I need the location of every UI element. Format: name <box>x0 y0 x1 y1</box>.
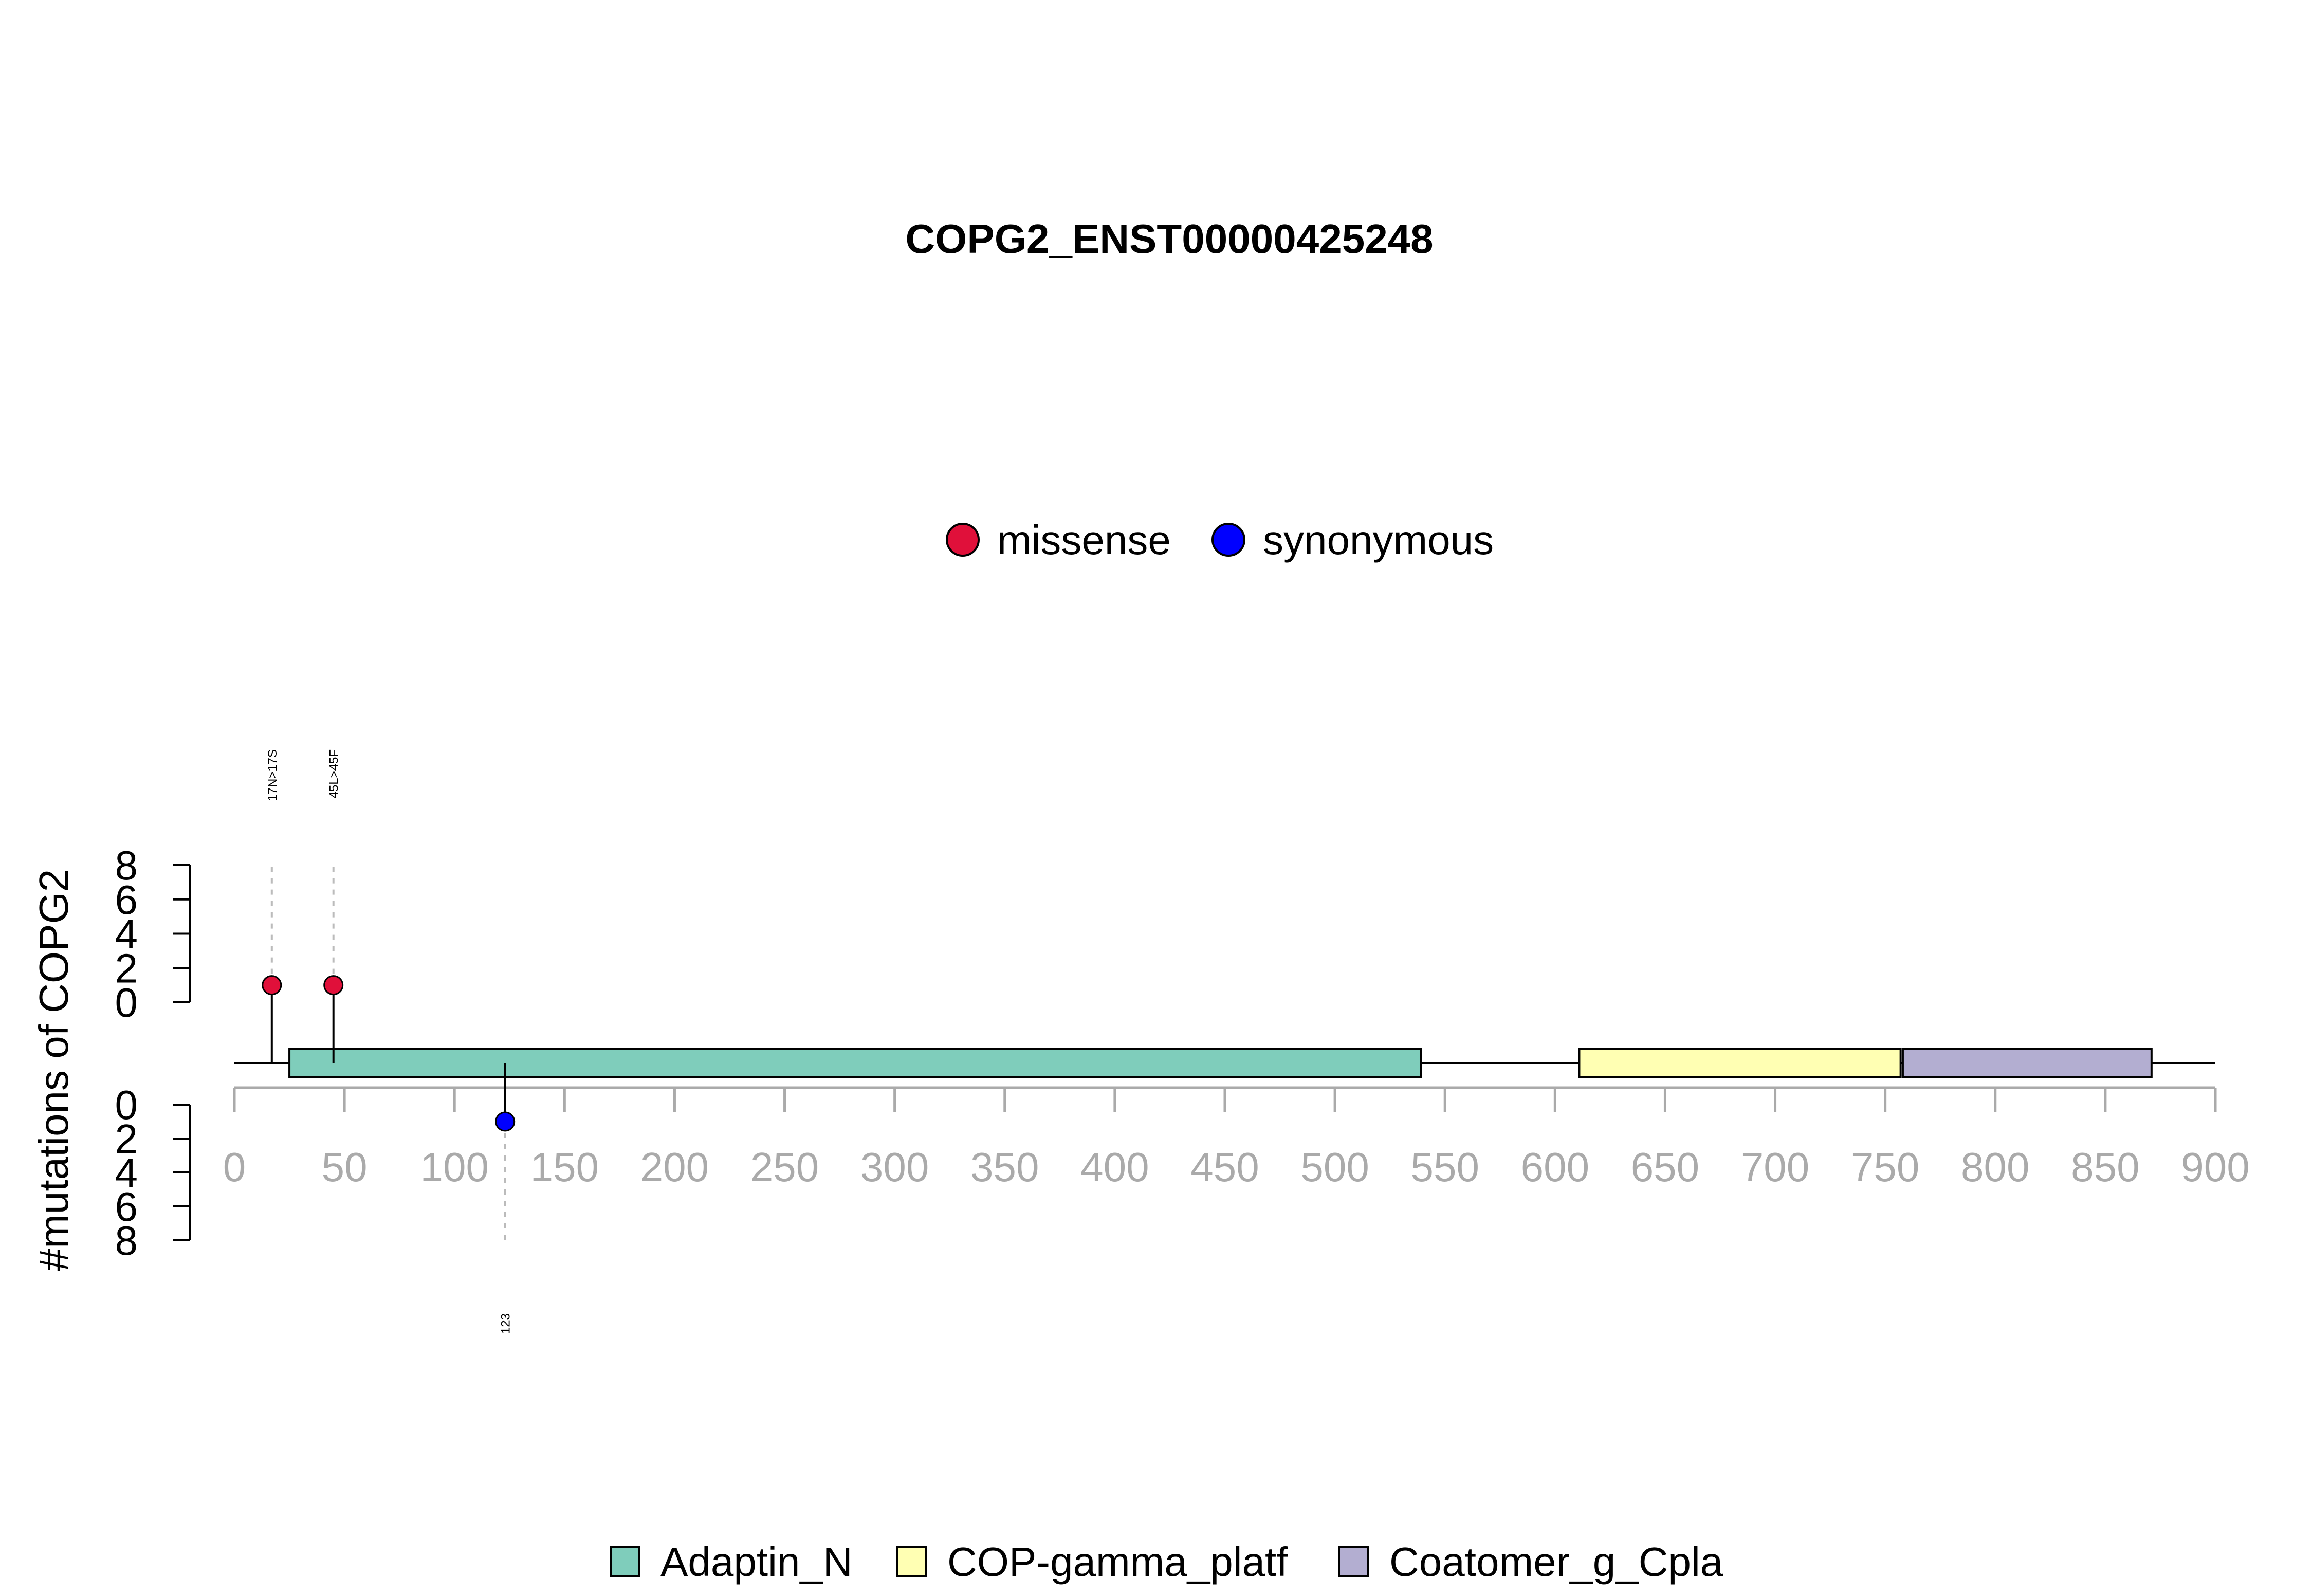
upper-y-tick-label: 2 <box>115 945 138 991</box>
mutation-point-synonymous <box>495 1111 516 1132</box>
legend-marker-missense <box>946 523 980 557</box>
x-tick-label: 700 <box>1741 1144 1809 1190</box>
x-tick-label: 600 <box>1521 1144 1589 1190</box>
lower-y-tick-label: 8 <box>115 1218 138 1263</box>
x-tick-label: 800 <box>1961 1144 2029 1190</box>
x-tick-label: 0 <box>223 1144 246 1190</box>
x-tick-label: 350 <box>970 1144 1039 1190</box>
legend-label-missense: missense <box>997 517 1171 563</box>
domain-Coatomer_g_Cpla <box>1901 1048 2153 1078</box>
x-tick-label: 900 <box>2181 1144 2249 1190</box>
x-tick-label: 850 <box>2071 1144 2139 1190</box>
domain-legend-label-Adaptin_N: Adaptin_N <box>660 1539 853 1585</box>
domain-legend-label-COP-gamma_platf: COP-gamma_platf <box>947 1539 1288 1585</box>
lower-y-tick-label: 2 <box>115 1116 138 1162</box>
mutation-point-missense <box>323 975 344 996</box>
upper-y-tick-label: 8 <box>115 842 138 888</box>
upper-y-tick-label: 0 <box>115 980 138 1025</box>
x-tick-label: 50 <box>322 1144 368 1190</box>
domain-legend-swatch-COP-gamma_platf <box>896 1546 927 1577</box>
y-axis-title: #mutations of COPG2 <box>31 869 77 1272</box>
x-tick-label: 300 <box>860 1144 929 1190</box>
mutation-layer: 17N>17S 45L>45F 123 <box>262 749 516 1334</box>
upper-y-tick-label: 6 <box>115 877 138 923</box>
domain-legend-label-Coatomer_g_Cpla: Coatomer_g_Cpla <box>1389 1539 1723 1585</box>
legend-label-synonymous: synonymous <box>1263 517 1494 563</box>
x-tick-label: 400 <box>1080 1144 1149 1190</box>
mutation-label: 17N>17S <box>266 749 280 801</box>
domain-layer <box>288 1048 2153 1078</box>
x-axis: 0 50 100 150 200 250 300 350 400 450 500 550 600 650 7… <box>223 1086 2250 1190</box>
legend-marker-synonymous <box>1211 523 1245 557</box>
mutation-label: 123 <box>499 1313 513 1334</box>
mutation-point-missense <box>262 975 282 996</box>
x-tick-label: 550 <box>1410 1144 1479 1190</box>
lower-y-tick-label: 6 <box>115 1184 138 1230</box>
x-tick-label: 100 <box>420 1144 488 1190</box>
x-tick-label: 200 <box>640 1144 709 1190</box>
domain-Adaptin_N <box>288 1048 1422 1078</box>
upper-y-tick-label: 4 <box>115 911 138 957</box>
x-tick-label: 450 <box>1190 1144 1259 1190</box>
lower-y-tick-label: 4 <box>115 1150 138 1196</box>
x-tick-label: 650 <box>1631 1144 1699 1190</box>
chart-title: COPG2_ENST00000425248 <box>905 216 1433 262</box>
lower-y-tick-label: 0 <box>115 1082 138 1128</box>
mutation-label: 45L>45F <box>327 749 341 798</box>
domain-COP-gamma_platf <box>1578 1048 1902 1078</box>
x-tick-label: 150 <box>530 1144 599 1190</box>
x-tick-label: 750 <box>1851 1144 1919 1190</box>
x-tick-label: 500 <box>1300 1144 1369 1190</box>
domain-legend-swatch-Coatomer_g_Cpla <box>1338 1546 1369 1577</box>
x-tick-label: 250 <box>750 1144 819 1190</box>
domain-legend: Adaptin_N COP-gamma_platf Coatomer_g_Cpla <box>610 1539 1723 1585</box>
mutation-type-legend: missense synonymous <box>946 517 1494 563</box>
domain-legend-swatch-Adaptin_N <box>610 1546 640 1577</box>
